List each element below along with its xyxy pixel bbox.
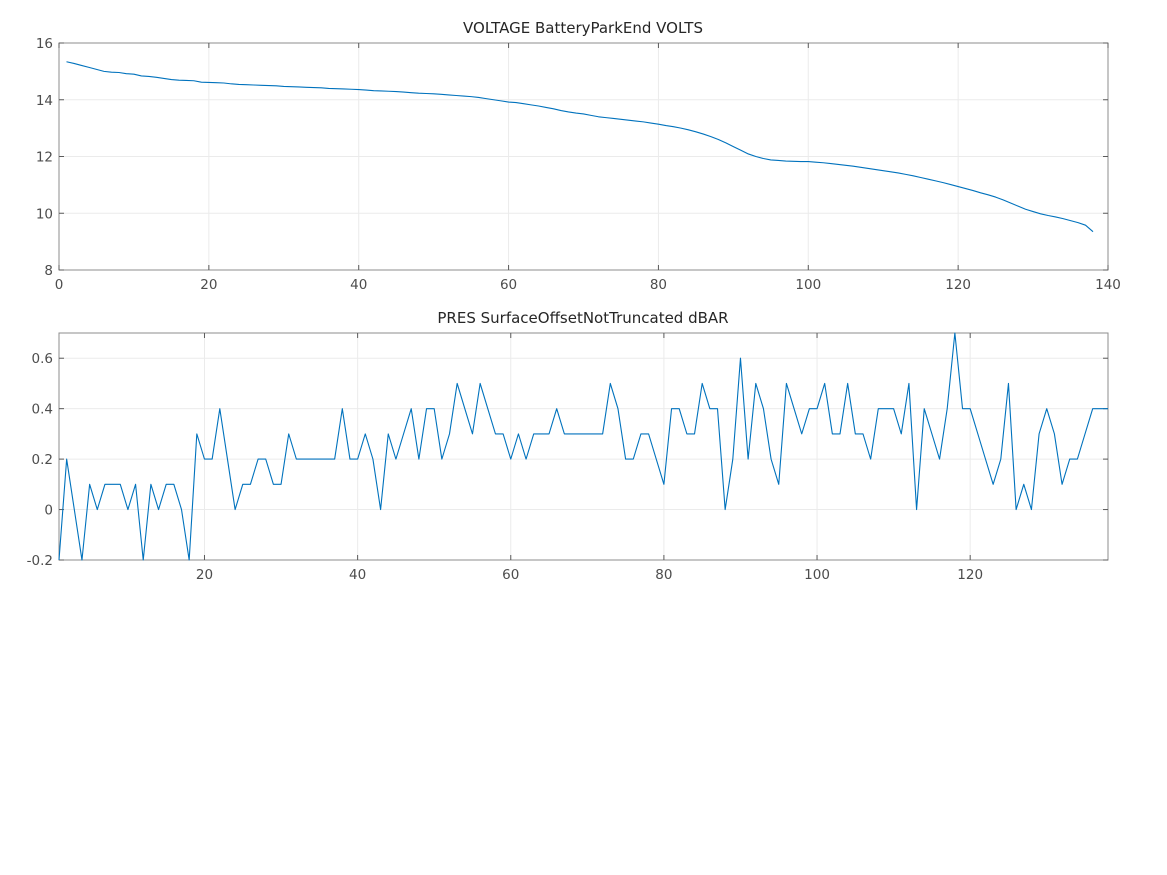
pressure-x-tick-label-5: 120	[957, 567, 983, 583]
voltage-x-tick-label-4: 80	[650, 277, 667, 293]
pressure-x-tick-label-2: 60	[502, 567, 519, 583]
voltage-x-tick-label-2: 40	[350, 277, 367, 293]
voltage-chart: VOLTAGE BatteryParkEnd VOLTS 0 20 40 60 80 10…	[36, 19, 1121, 293]
voltage-series-line-0	[66, 61, 1094, 233]
voltage-x-tick-label-5: 100	[795, 277, 821, 293]
pressure-series	[58, 332, 1108, 561]
pressure-chart-title: PRES SurfaceOffsetNotTruncated dBAR	[437, 309, 728, 327]
pressure-chart: PRES SurfaceOffsetNotTruncated dBAR 20 40…	[27, 309, 1109, 583]
pressure-y-tick-label-0: -0.2	[27, 553, 53, 569]
voltage-y-tick-label-0: 8	[44, 263, 53, 279]
pressure-series-line-0	[58, 332, 1108, 561]
pressure-y-tick-label-3: 0.4	[32, 402, 53, 418]
voltage-y-tick-label-3: 14	[36, 93, 53, 109]
voltage-chart-title: VOLTAGE BatteryParkEnd VOLTS	[463, 19, 703, 37]
pressure-y-tick-label-2: 0.2	[32, 452, 53, 468]
voltage-y-tick-label-2: 12	[36, 150, 53, 166]
voltage-y-tick-label-1: 10	[36, 206, 53, 222]
pressure-y-tick-label-1: 0	[44, 503, 53, 519]
pressure-x-tick-label-3: 80	[655, 567, 672, 583]
pressure-axes-box	[58, 332, 1109, 561]
voltage-ticks	[58, 42, 1109, 271]
voltage-x-tick-label-1: 20	[200, 277, 217, 293]
voltage-x-tick-label-6: 120	[945, 277, 971, 293]
voltage-series	[66, 61, 1094, 233]
pressure-tick-labels: 20 40 60 80 100 120 -0.2 0 0.2 0.4 0.6	[27, 351, 983, 583]
voltage-x-tick-label-0: 0	[55, 277, 64, 293]
voltage-x-tick-label-3: 60	[500, 277, 517, 293]
pressure-x-tick-label-1: 40	[349, 567, 366, 583]
voltage-x-tick-label-7: 140	[1095, 277, 1121, 293]
pressure-x-tick-label-0: 20	[196, 567, 213, 583]
voltage-tick-labels: 0 20 40 60 80 100 120 140 8 10 12 14 16	[36, 36, 1121, 293]
pressure-x-tick-label-4: 100	[804, 567, 830, 583]
pressure-y-tick-label-4: 0.6	[32, 351, 53, 367]
voltage-y-tick-label-4: 16	[36, 36, 53, 52]
